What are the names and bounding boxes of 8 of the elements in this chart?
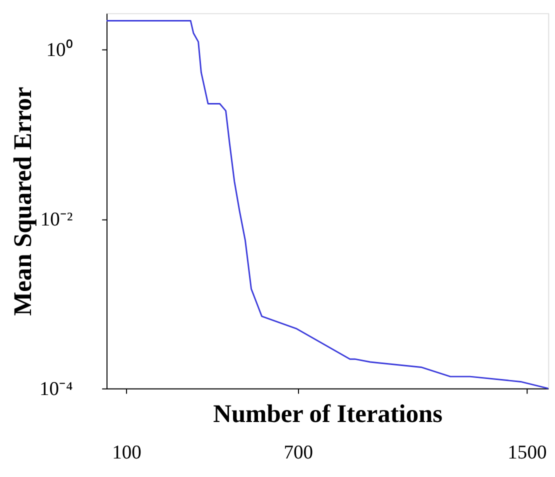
y-tick-label: 10⁰ <box>46 39 73 62</box>
x-tick-label: 700 <box>284 442 314 464</box>
x-axis-title: Number of Iterations <box>213 400 443 428</box>
x-tick-label: 100 <box>112 442 142 464</box>
y-tick-label: 10⁻⁴ <box>39 378 73 400</box>
x-tick-label: 1500 <box>508 442 547 464</box>
y-tick-label: 10⁻² <box>40 209 73 230</box>
y-axis-title: Mean Squared Error <box>8 86 37 316</box>
